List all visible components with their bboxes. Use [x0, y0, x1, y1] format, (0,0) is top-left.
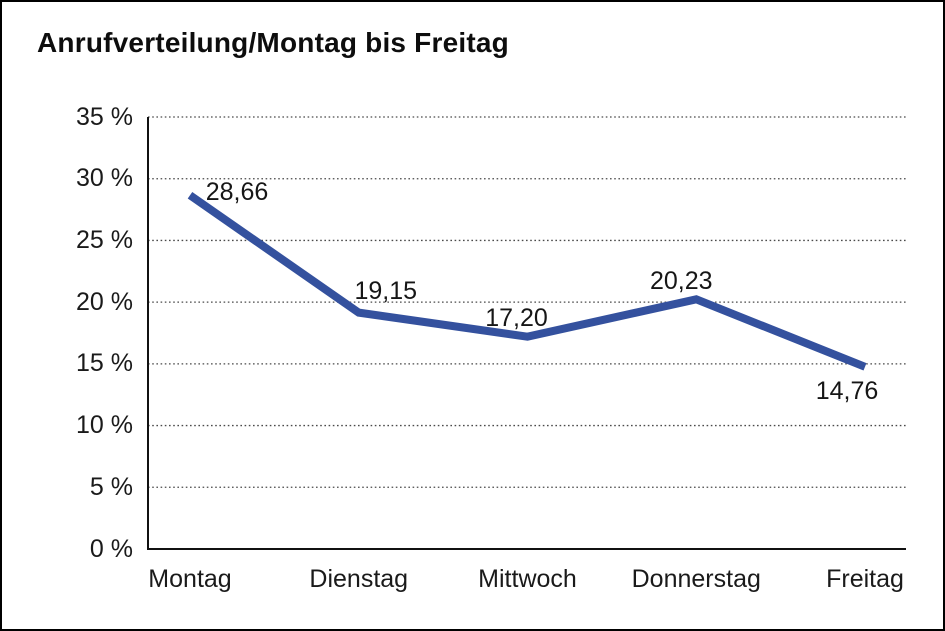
x-category-label: Mittwoch	[478, 565, 577, 593]
data-point-label: 19,15	[354, 276, 418, 305]
gridlines-group	[148, 116, 906, 488]
y-tick-label: 35 %	[76, 102, 133, 131]
axis-lines	[147, 117, 906, 550]
chart-title: Anrufverteilung/Montag bis Freitag	[37, 27, 509, 58]
data-series-group	[187, 191, 867, 371]
x-category-label: Montag	[148, 565, 232, 593]
axes-group	[147, 117, 906, 550]
data-point-label: 28,66	[205, 178, 269, 207]
data-point-label: 14,76	[815, 376, 879, 405]
y-tick-label: 5 %	[89, 472, 133, 501]
y-tick-label: 0 %	[89, 534, 133, 563]
x-category-label: Donnerstag	[631, 565, 761, 593]
x-category-label: Freitag	[826, 565, 904, 593]
data-point-label: 17,20	[485, 303, 548, 332]
y-tick-label: 15 %	[76, 349, 133, 378]
data-point-label: 20,23	[649, 267, 713, 296]
y-tick-label: 20 %	[76, 287, 133, 316]
x-category-label: Dienstag	[309, 565, 409, 593]
y-tick-label: 25 %	[76, 225, 133, 254]
y-tick-label: 30 %	[76, 164, 133, 193]
data-line	[187, 191, 867, 371]
y-tick-label: 10 %	[76, 411, 133, 440]
